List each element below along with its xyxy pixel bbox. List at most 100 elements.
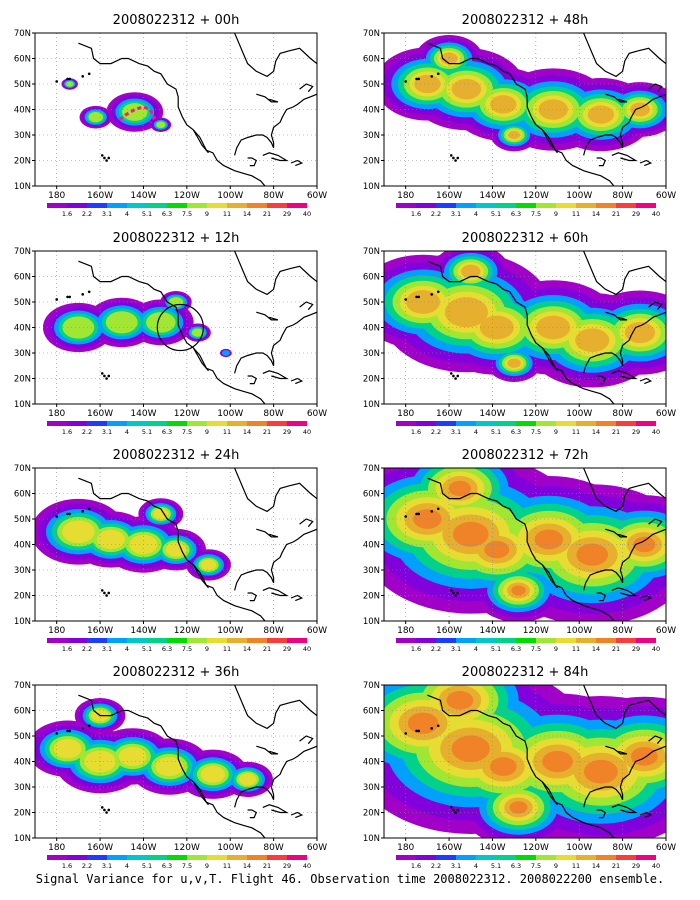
scale-label: 40 — [652, 645, 660, 653]
figure-caption: Signal Variance for u,v,T. Flight 46. Ob… — [35, 872, 665, 886]
lat-label: 30N — [363, 783, 380, 793]
scale-label: 14 — [592, 428, 600, 436]
scale-swatch — [147, 855, 167, 860]
coastline — [611, 370, 638, 380]
scale-label: 5.1 — [491, 645, 501, 653]
coastline — [290, 159, 304, 167]
island — [415, 77, 418, 81]
lon-label: 120W — [174, 409, 200, 419]
variance-field — [35, 468, 317, 621]
coastline — [234, 745, 317, 808]
island — [68, 295, 72, 299]
scale-swatch — [436, 203, 456, 208]
coastline — [541, 129, 558, 154]
coastline — [234, 685, 317, 730]
scale-label: 1.6 — [411, 862, 421, 870]
lat-label: 30N — [363, 349, 380, 359]
island — [100, 806, 104, 809]
island — [436, 724, 440, 728]
coastline — [648, 301, 663, 311]
scale-swatch — [287, 638, 307, 643]
scale-swatch — [147, 203, 167, 208]
lat-label: 40N — [363, 324, 380, 334]
lon-label: 60W — [307, 843, 327, 853]
coastline — [583, 468, 666, 513]
variance-contour — [484, 540, 510, 559]
lat-label: 30N — [14, 566, 31, 576]
lon-label: 100W — [217, 409, 243, 419]
scale-swatch — [147, 638, 167, 643]
scale-label: 3.1 — [102, 210, 112, 218]
scale-label: 21 — [612, 210, 620, 218]
scale-swatch — [436, 638, 456, 643]
variance-field — [384, 468, 666, 621]
scale-swatch — [287, 855, 307, 860]
scale-swatch — [556, 421, 576, 426]
panel-title: 2008022312 + 60h — [462, 231, 589, 246]
observation-circle — [156, 303, 204, 352]
coastline — [427, 694, 615, 838]
scale-label: 2.2 — [82, 862, 92, 870]
scale-label: 6.3 — [511, 862, 521, 870]
scale-swatch — [127, 855, 147, 860]
island — [105, 594, 108, 597]
lat-label: 60N — [14, 273, 31, 283]
lat-label: 60N — [14, 55, 31, 65]
island — [454, 377, 457, 380]
lat-label: 30N — [363, 566, 380, 576]
island — [404, 732, 407, 735]
scale-swatch — [167, 855, 187, 860]
island — [68, 729, 72, 733]
scale-swatch — [636, 203, 656, 208]
coastline — [262, 152, 289, 162]
scale-label: 6.3 — [162, 645, 172, 653]
scale-label: 7.5 — [182, 862, 192, 870]
lat-label: 70N — [14, 247, 31, 257]
scale-label: 29 — [283, 645, 291, 653]
scale-label: 40 — [303, 428, 311, 436]
coastline — [583, 93, 666, 156]
variance-contour — [153, 508, 169, 520]
scale-label: 2.2 — [82, 645, 92, 653]
scale-swatch — [47, 638, 67, 643]
lat-label: 10N — [363, 617, 380, 627]
scale-label: 6.3 — [511, 428, 521, 436]
lat-label: 40N — [363, 106, 380, 116]
scale-swatch — [87, 421, 107, 426]
scale-swatch — [227, 203, 247, 208]
scale-label: 4 — [474, 210, 478, 218]
coastline — [299, 301, 314, 311]
island — [55, 80, 58, 83]
scale-label: 7.5 — [182, 645, 192, 653]
variance-contour — [62, 520, 95, 544]
coastline — [427, 42, 615, 186]
panel-title: 2008022312 + 84h — [462, 665, 589, 680]
lon-label: 140W — [130, 626, 156, 636]
scale-swatch — [187, 638, 207, 643]
map-panel: 2008022312 + 48h 70N 60N 50N 40N 30N 20N 10N 180… — [363, 13, 676, 218]
scale-swatch — [456, 855, 476, 860]
scale-swatch — [536, 855, 556, 860]
scale-label: 21 — [612, 862, 620, 870]
lon-label: 120W — [523, 409, 549, 419]
lon-label: 120W — [174, 626, 200, 636]
lon-label: 80W — [263, 409, 283, 419]
scale-label: 9 — [554, 645, 558, 653]
scale-swatch — [416, 421, 436, 426]
variance-contour — [440, 52, 458, 65]
scale-swatch — [247, 855, 267, 860]
scale-swatch — [616, 638, 636, 643]
scale-label: 11 — [223, 645, 231, 653]
variance-contour — [155, 756, 184, 777]
coastline — [596, 375, 607, 385]
scale-swatch — [267, 638, 287, 643]
variance-contour — [191, 328, 204, 337]
island — [103, 374, 106, 378]
lat-label: 50N — [363, 298, 380, 308]
map-panel: 2008022312 + 00h 70N 60N 50N 40N 30N 20N 10N 180… — [14, 13, 327, 218]
island — [105, 159, 108, 162]
scale-swatch — [416, 638, 436, 643]
scale-label: 7.5 — [531, 210, 541, 218]
scale-label: 11 — [223, 862, 231, 870]
scale-label: 9 — [205, 862, 209, 870]
